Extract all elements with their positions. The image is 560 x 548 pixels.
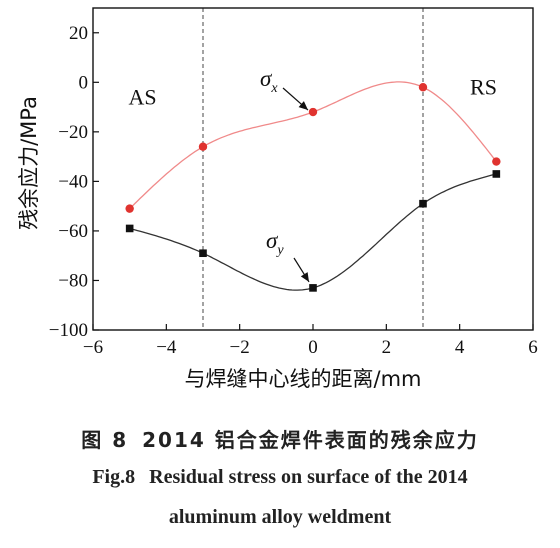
figure-caption-english-line1: Fig.8 Residual stress on surface of the 2…	[0, 466, 560, 489]
x-tick-label: −4	[156, 337, 177, 358]
annotation-as: AS	[128, 85, 156, 110]
x-tick-label: 4	[455, 337, 465, 358]
plot-markers-layer	[125, 83, 501, 292]
data-point-sigma_y-2	[309, 284, 317, 292]
plot-text-layer: −6 −4 −2 0 2 4 6200−20−40−60−80−100与焊缝中心线的距离/m…	[17, 23, 538, 391]
data-point-sigma_y-0	[125, 224, 134, 233]
series-label-arrowhead-sigma_y	[300, 272, 309, 282]
caption-en-figure-number: Fig.8	[92, 466, 136, 488]
caption-zh-title: 2014 铝合金焊件表面的残余应力	[142, 428, 479, 452]
data-point-sigma_x-4	[492, 157, 501, 166]
series-label-sigma_x: σx	[260, 66, 278, 96]
caption-zh-figure-number: 图 8	[81, 428, 129, 452]
x-tick-label: 6	[528, 337, 538, 358]
figure-caption-chinese: 图 8 2014 铝合金焊件表面的残余应力	[0, 424, 560, 453]
data-point-sigma_x-2	[308, 107, 318, 117]
series-label-subscript: y	[275, 243, 284, 258]
data-point-sigma_y-4	[492, 170, 501, 178]
caption-en-title-line2: aluminum alloy weldment	[168, 506, 392, 528]
series-label-subscript: x	[270, 81, 278, 96]
y-tick-label: 0	[79, 72, 89, 93]
annotation-rs: RS	[470, 75, 497, 100]
x-tick-label: 2	[382, 337, 392, 358]
series-line-sigma_x	[129, 81, 497, 210]
y-tick-label: 20	[69, 23, 88, 44]
series-label-symbol: σ	[260, 66, 273, 91]
y-tick-label: −80	[58, 270, 88, 291]
plot-frame	[92, 7, 534, 331]
plot-frame-layer	[92, 7, 534, 331]
series-label-arrowhead-sigma_x	[298, 101, 308, 111]
data-point-sigma_y-3	[419, 199, 427, 208]
plot-lines-layer	[129, 8, 497, 330]
residual-stress-chart: −6 −4 −2 0 2 4 6200−20−40−60−80−100与焊缝中心线的距离/m…	[17, 7, 538, 391]
figure-caption-english-line2: aluminum alloy weldment	[0, 506, 560, 529]
x-tick-label: −2	[230, 337, 250, 358]
data-point-sigma_x-1	[198, 142, 208, 151]
data-point-sigma_x-0	[125, 204, 134, 213]
y-tick-label: −20	[58, 122, 88, 143]
x-tick-label: −6	[83, 337, 103, 358]
x-axis-title: 与焊缝中心线的距离/mm	[185, 367, 422, 391]
y-axis-title: 残余应力/MPa	[17, 96, 41, 230]
series-label-symbol: σ	[266, 228, 279, 253]
y-tick-label: −40	[58, 171, 88, 192]
caption-en-title-line1: Residual stress on surface of the 2014	[149, 466, 468, 488]
series-label-sigma_y: σy	[266, 228, 284, 258]
data-point-sigma_x-3	[418, 83, 428, 92]
y-tick-label: −100	[49, 320, 88, 341]
data-point-sigma_y-1	[199, 249, 207, 258]
x-tick-label: 0	[308, 337, 318, 358]
y-tick-label: −60	[58, 221, 88, 242]
series-line-sigma_y	[129, 173, 497, 291]
